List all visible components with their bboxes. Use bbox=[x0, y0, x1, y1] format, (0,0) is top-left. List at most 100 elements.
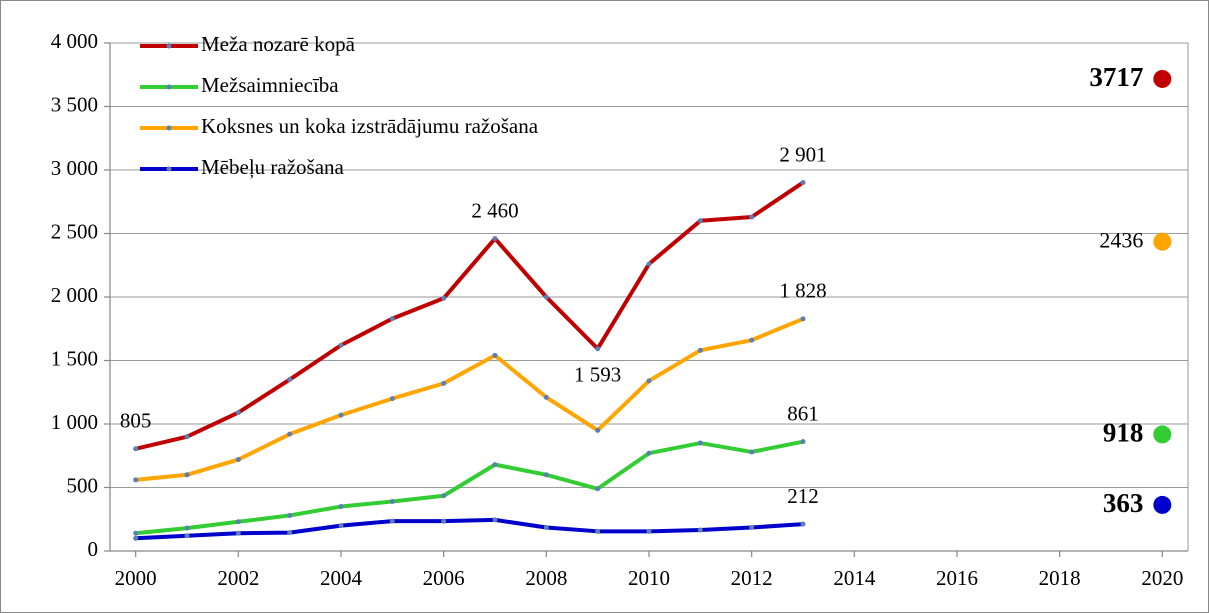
y-tick-label: 2 000 bbox=[51, 283, 98, 307]
point-marker bbox=[646, 450, 652, 456]
point-marker bbox=[338, 342, 344, 348]
point-marker bbox=[184, 472, 190, 478]
legend-label: Koksnes un koka izstrādājumu ražošana bbox=[201, 114, 539, 138]
y-tick-label: 3 500 bbox=[51, 92, 98, 116]
legend-label: Meža nozarē kopā bbox=[201, 32, 356, 56]
x-tick-label: 2004 bbox=[320, 566, 363, 590]
x-tick-label: 2016 bbox=[936, 566, 978, 590]
legend-marker bbox=[166, 166, 172, 172]
data-label: 805 bbox=[120, 409, 152, 433]
point-marker bbox=[697, 218, 703, 224]
point-marker bbox=[543, 394, 549, 400]
point-marker bbox=[389, 518, 395, 524]
point-marker bbox=[595, 427, 601, 433]
series-line bbox=[135, 180, 805, 451]
point-marker bbox=[492, 236, 498, 242]
target-dot bbox=[1153, 495, 1172, 514]
x-tick-label: 2020 bbox=[1141, 566, 1183, 590]
target-label: 2436 bbox=[1099, 228, 1143, 253]
point-marker bbox=[133, 530, 139, 536]
y-tick-label: 1 000 bbox=[51, 410, 98, 434]
point-marker bbox=[749, 449, 755, 455]
point-marker bbox=[235, 410, 241, 416]
point-marker bbox=[184, 533, 190, 539]
point-marker bbox=[441, 518, 447, 524]
series-line bbox=[135, 316, 804, 482]
point-marker bbox=[184, 525, 190, 531]
data-label: 212 bbox=[787, 484, 819, 508]
point-marker bbox=[492, 352, 498, 358]
y-tick-label: 1 500 bbox=[51, 346, 98, 370]
point-marker bbox=[749, 214, 755, 220]
series-line bbox=[135, 517, 804, 541]
x-tick-label: 2000 bbox=[115, 566, 157, 590]
target-dot bbox=[1153, 69, 1172, 88]
data-label: 2 901 bbox=[779, 142, 826, 166]
point-marker bbox=[287, 377, 293, 383]
legend-marker bbox=[166, 84, 172, 90]
point-marker bbox=[287, 512, 293, 518]
point-marker bbox=[338, 504, 344, 510]
x-tick-label: 2008 bbox=[525, 566, 567, 590]
point-marker bbox=[543, 525, 549, 531]
point-marker bbox=[389, 498, 395, 504]
point-marker bbox=[697, 347, 703, 353]
point-marker bbox=[235, 530, 241, 536]
point-marker bbox=[595, 486, 601, 492]
point-marker bbox=[800, 439, 806, 445]
x-tick-label: 2018 bbox=[1039, 566, 1081, 590]
point-marker bbox=[543, 294, 549, 300]
point-marker bbox=[235, 519, 241, 525]
point-marker bbox=[184, 434, 190, 440]
target-dot bbox=[1153, 425, 1172, 444]
x-tick-label: 2014 bbox=[833, 566, 876, 590]
legend-label: Mēbeļu ražošana bbox=[201, 155, 345, 179]
point-marker bbox=[287, 530, 293, 536]
target-dot bbox=[1153, 232, 1172, 251]
y-tick-label: 2 500 bbox=[51, 219, 98, 243]
x-tick-label: 2012 bbox=[731, 566, 773, 590]
target-label: 363 bbox=[1103, 488, 1144, 518]
point-marker bbox=[441, 493, 447, 499]
point-marker bbox=[133, 477, 139, 483]
data-label: 1 593 bbox=[574, 363, 621, 387]
point-marker bbox=[287, 431, 293, 437]
y-tick-label: 4 000 bbox=[51, 29, 98, 53]
data-label: 1 828 bbox=[779, 279, 826, 303]
legend-label: Mežsaimniecība bbox=[201, 73, 339, 97]
point-marker bbox=[338, 523, 344, 529]
y-tick-label: 0 bbox=[88, 537, 99, 561]
legend-marker bbox=[166, 43, 172, 49]
x-tick-label: 2010 bbox=[628, 566, 670, 590]
point-marker bbox=[646, 261, 652, 267]
point-marker bbox=[800, 521, 806, 527]
x-tick-label: 2006 bbox=[423, 566, 465, 590]
y-tick-label: 3 000 bbox=[51, 156, 98, 180]
point-marker bbox=[441, 380, 447, 386]
point-marker bbox=[800, 180, 806, 186]
point-marker bbox=[235, 457, 241, 463]
data-label: 861 bbox=[787, 401, 819, 425]
point-marker bbox=[595, 528, 601, 534]
x-tick-label: 2002 bbox=[217, 566, 259, 590]
point-marker bbox=[697, 527, 703, 533]
point-marker bbox=[389, 316, 395, 322]
point-marker bbox=[338, 412, 344, 418]
data-label: 2 460 bbox=[471, 198, 518, 222]
point-marker bbox=[749, 525, 755, 531]
y-tick-label: 500 bbox=[67, 473, 99, 497]
point-marker bbox=[441, 295, 447, 301]
point-marker bbox=[492, 462, 498, 468]
legend-marker bbox=[166, 125, 172, 131]
point-marker bbox=[697, 440, 703, 446]
point-marker bbox=[133, 446, 139, 452]
point-marker bbox=[646, 528, 652, 534]
point-marker bbox=[595, 346, 601, 352]
target-label: 918 bbox=[1103, 418, 1144, 448]
series-line bbox=[135, 439, 804, 536]
point-marker bbox=[646, 378, 652, 384]
point-marker bbox=[492, 517, 498, 523]
point-marker bbox=[749, 337, 755, 343]
